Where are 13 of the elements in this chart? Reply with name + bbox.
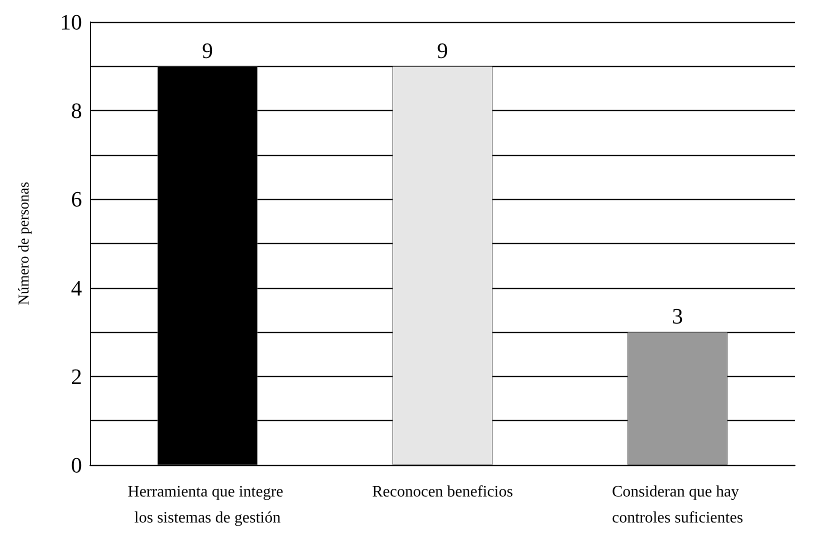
x-tick-label: Consideran que hay controles suficientes — [612, 484, 744, 526]
y-tick-label: 2 — [71, 364, 82, 389]
y-tick-label: 0 — [71, 452, 82, 478]
y-axis-title: Número de personas — [16, 182, 32, 306]
data-label: 9 — [202, 38, 213, 63]
x-tick-label: Reconocen beneficios — [372, 484, 513, 500]
data-label: 3 — [672, 304, 683, 329]
y-tick-label: 4 — [71, 275, 82, 300]
x-tick-label: Herramienta que integre los sistemas de gestión — [128, 484, 288, 526]
y-tick-label: 8 — [71, 98, 82, 124]
y-tick-label: 6 — [71, 186, 82, 212]
data-label: 9 — [437, 38, 448, 63]
y-tick-label: 10 — [60, 10, 82, 34]
